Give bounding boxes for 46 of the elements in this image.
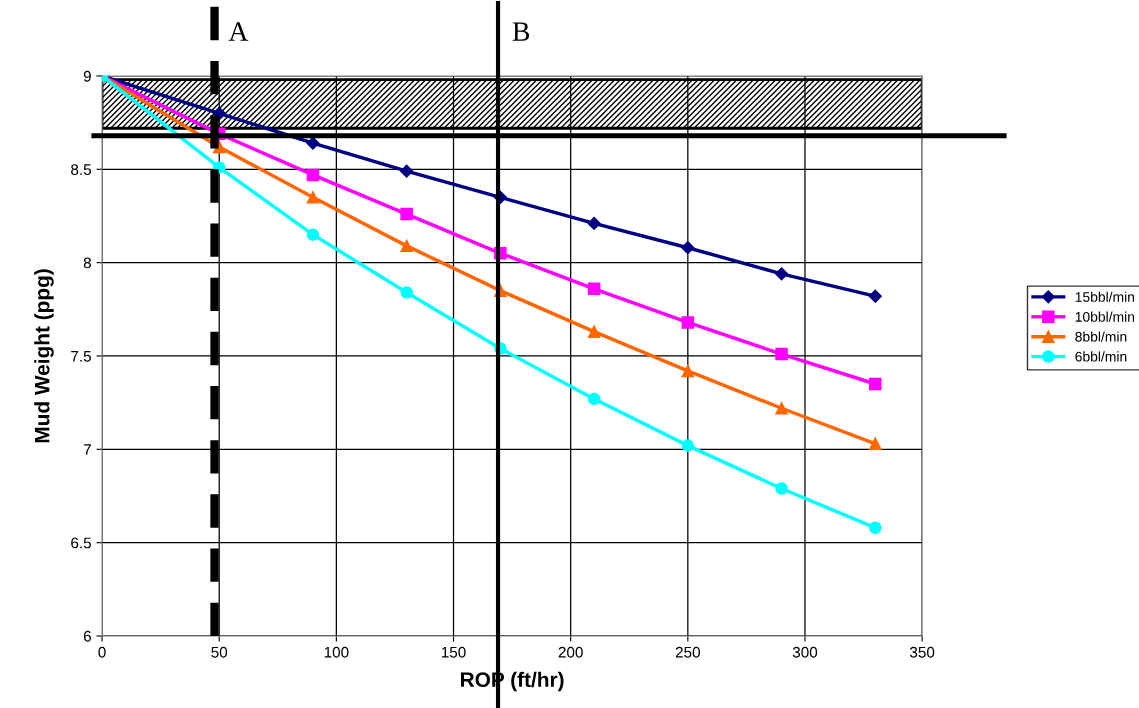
x-tick-label: 0 (98, 646, 106, 658)
point (587, 325, 601, 338)
point (587, 392, 601, 406)
y-tick-label: 7 (83, 444, 91, 455)
point (587, 216, 601, 231)
point (868, 289, 882, 303)
ref-line-label: A (228, 22, 249, 41)
point (681, 316, 695, 329)
point (775, 402, 788, 415)
x-tick-label: 50 (211, 646, 228, 658)
point (774, 267, 789, 281)
x-tick-label: 350 (909, 646, 935, 658)
y-tick-label: 8 (83, 257, 91, 269)
x-tick-label: 100 (324, 646, 349, 658)
point (869, 377, 882, 391)
point (681, 439, 695, 452)
point (681, 241, 695, 255)
point (400, 239, 413, 253)
point (775, 482, 788, 495)
legend-label: 6bbl/min (1075, 351, 1127, 362)
point (306, 191, 320, 204)
legend-label: 15bbl/min (1075, 291, 1135, 302)
y-tick-label: 6 (83, 630, 91, 642)
point (306, 228, 320, 241)
point (869, 437, 882, 450)
ref-line-label: B (512, 22, 530, 41)
point (587, 282, 601, 296)
x-tick-label: 300 (792, 646, 818, 658)
point (400, 286, 413, 299)
y-tick-label: 6.5 (71, 537, 91, 549)
point (306, 168, 320, 182)
x-tick-label: 150 (441, 646, 466, 658)
y-tick-label: 9 (83, 70, 91, 82)
y-tick-label: 7.5 (71, 351, 91, 362)
legend-label: 8bbl/min (1075, 331, 1127, 342)
point (400, 164, 414, 178)
x-tick-label: 200 (558, 646, 583, 658)
y-axis-title: Mud Weight (ppg) (34, 269, 54, 443)
y-tick-label: 8.5 (71, 164, 91, 175)
legend-label: 10bbl/min (1075, 311, 1135, 322)
point (400, 207, 413, 221)
point (775, 347, 788, 361)
point (681, 364, 695, 378)
x-tick-label: 250 (675, 646, 700, 658)
point (869, 521, 882, 534)
point (306, 136, 320, 150)
